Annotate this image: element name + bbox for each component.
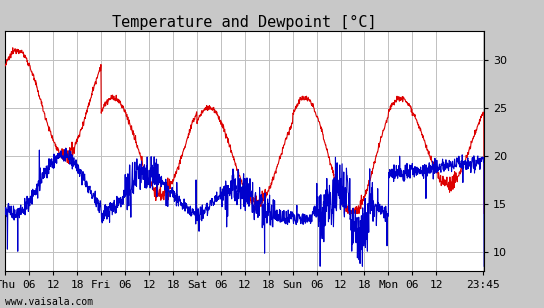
Title: Temperature and Dewpoint [°C]: Temperature and Dewpoint [°C] <box>113 14 377 30</box>
Text: www.vaisala.com: www.vaisala.com <box>5 297 94 307</box>
